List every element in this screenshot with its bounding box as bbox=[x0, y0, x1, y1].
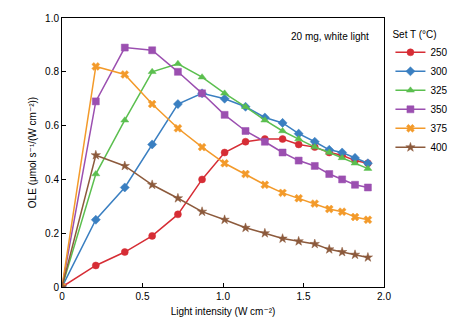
svg-text:325: 325 bbox=[430, 85, 447, 96]
svg-text:0.4: 0.4 bbox=[45, 174, 59, 185]
svg-text:1.5: 1.5 bbox=[297, 291, 311, 302]
svg-text:400: 400 bbox=[430, 142, 447, 153]
svg-text:0.6: 0.6 bbox=[45, 120, 59, 131]
svg-text:1.0: 1.0 bbox=[216, 291, 230, 302]
svg-text:0.5: 0.5 bbox=[136, 291, 150, 302]
svg-text:1.0: 1.0 bbox=[45, 13, 59, 24]
svg-text:250: 250 bbox=[430, 47, 447, 58]
svg-text:300: 300 bbox=[430, 66, 447, 77]
svg-text:Set T (°C): Set T (°C) bbox=[392, 29, 436, 40]
svg-text:0: 0 bbox=[53, 282, 59, 293]
svg-text:0.2: 0.2 bbox=[45, 228, 59, 239]
svg-text:0.8: 0.8 bbox=[45, 66, 59, 77]
svg-text:OLE (μmol s⁻¹/(W cm⁻²)): OLE (μmol s⁻¹/(W cm⁻²)) bbox=[27, 97, 38, 208]
svg-text:350: 350 bbox=[430, 104, 447, 115]
svg-text:2.0: 2.0 bbox=[377, 291, 391, 302]
svg-text:0: 0 bbox=[59, 291, 65, 302]
svg-text:375: 375 bbox=[430, 123, 447, 134]
svg-text:20 mg, white light: 20 mg, white light bbox=[291, 31, 369, 42]
svg-text:Light intensity (W cm⁻²): Light intensity (W cm⁻²) bbox=[171, 306, 276, 317]
